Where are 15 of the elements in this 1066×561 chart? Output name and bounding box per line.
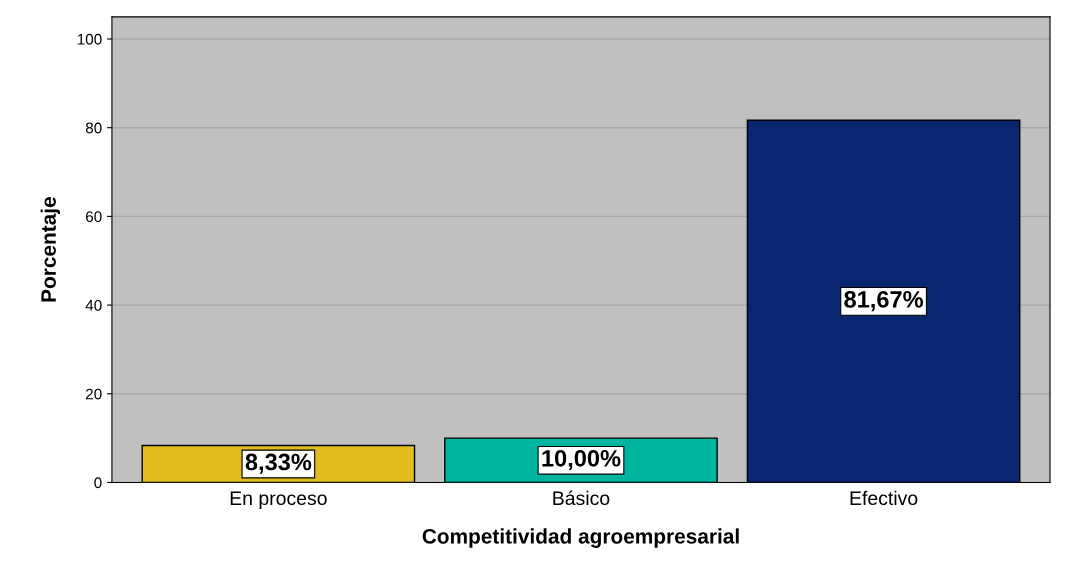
- data-label: 10,00%: [542, 449, 621, 471]
- y-tick-label: 60: [85, 211, 102, 223]
- data-label: 81,67%: [844, 290, 923, 312]
- x-tick-label: En proceso: [230, 491, 327, 509]
- y-tick-label: 0: [94, 477, 102, 489]
- y-tick-label: 80: [85, 122, 102, 134]
- x-tick-label: Básico: [553, 490, 610, 506]
- x-tick-label: Efectivo: [850, 490, 918, 506]
- x-axis-title: Competitividad agroempresarial: [422, 528, 739, 548]
- y-tick-label: 40: [85, 299, 102, 311]
- y-tick-label: 100: [77, 33, 102, 45]
- y-tick-label: 20: [85, 388, 102, 400]
- data-label: 8,33%: [245, 453, 312, 474]
- bar: [746, 119, 1021, 483]
- y-axis-title: Porcentaje: [40, 197, 61, 302]
